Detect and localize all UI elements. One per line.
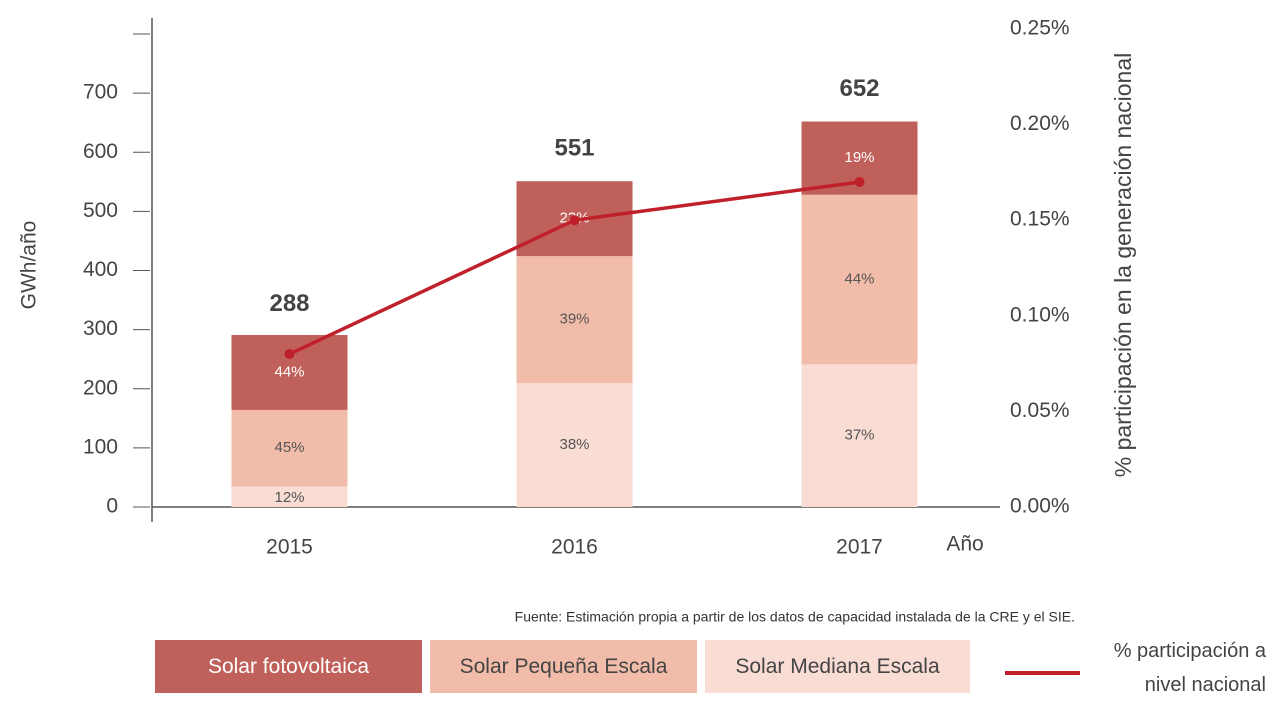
line-point xyxy=(854,176,865,187)
value-label: 39% xyxy=(559,311,589,328)
y-tick-label: 0 xyxy=(106,495,118,518)
value-label: 19% xyxy=(844,149,874,166)
line-point xyxy=(569,215,580,226)
y-tick-label: 200 xyxy=(83,376,118,399)
value-label: 38% xyxy=(559,436,589,453)
total-label: 652 xyxy=(839,75,879,102)
total-label: 288 xyxy=(269,290,309,317)
x-tick-label: 2017 xyxy=(836,536,883,559)
y-tick-label: 500 xyxy=(83,199,118,222)
legend-item: Solar fotovoltaica xyxy=(155,640,422,693)
y2-tick-label: 0.10% xyxy=(1010,303,1070,326)
y2-tick-label: 0.20% xyxy=(1010,112,1070,135)
legend-line xyxy=(1005,671,1080,675)
bar-segment xyxy=(231,335,348,410)
value-label: 44% xyxy=(274,363,304,380)
y-tick-label: 400 xyxy=(83,258,118,281)
bar-segment xyxy=(801,364,918,507)
legend-item: Solar Pequeña Escala xyxy=(430,640,697,693)
y-tick-label: 300 xyxy=(83,317,118,340)
bar-segment xyxy=(516,256,633,384)
legend-item: Solar Mediana Escala xyxy=(705,640,970,693)
y2-tick-label: 0.00% xyxy=(1010,495,1070,518)
y2-tick-label: 0.05% xyxy=(1010,399,1070,422)
bar-segment xyxy=(231,486,348,507)
y2-tick-label: 0.25% xyxy=(1010,17,1070,40)
value-label: 45% xyxy=(274,439,304,456)
x-tick-label: 2015 xyxy=(266,536,313,559)
bar-segment xyxy=(516,383,633,507)
legend-label: % participación a nivel nacional xyxy=(1113,640,1266,696)
x-tick-label: 2016 xyxy=(551,536,598,559)
y-tick-label: 100 xyxy=(83,435,118,458)
y-tick-label: 600 xyxy=(83,140,118,163)
y-tick-label: 700 xyxy=(83,81,118,104)
bar-segment xyxy=(801,194,918,365)
source: Fuente: Estimación propia a partir de lo… xyxy=(515,609,1075,625)
line-point xyxy=(284,349,295,360)
value-label: 37% xyxy=(844,427,874,444)
x-axis-label: Año xyxy=(946,533,983,556)
total-label: 551 xyxy=(554,135,594,162)
y2-axis-label: % participación en la generación naciona… xyxy=(1110,53,1136,478)
bar-segment xyxy=(231,409,348,487)
value-label: 44% xyxy=(844,271,874,288)
value-label: 12% xyxy=(274,489,304,506)
y2-tick-label: 0.15% xyxy=(1010,208,1070,231)
y-axis-label: GWh/año xyxy=(18,221,41,310)
